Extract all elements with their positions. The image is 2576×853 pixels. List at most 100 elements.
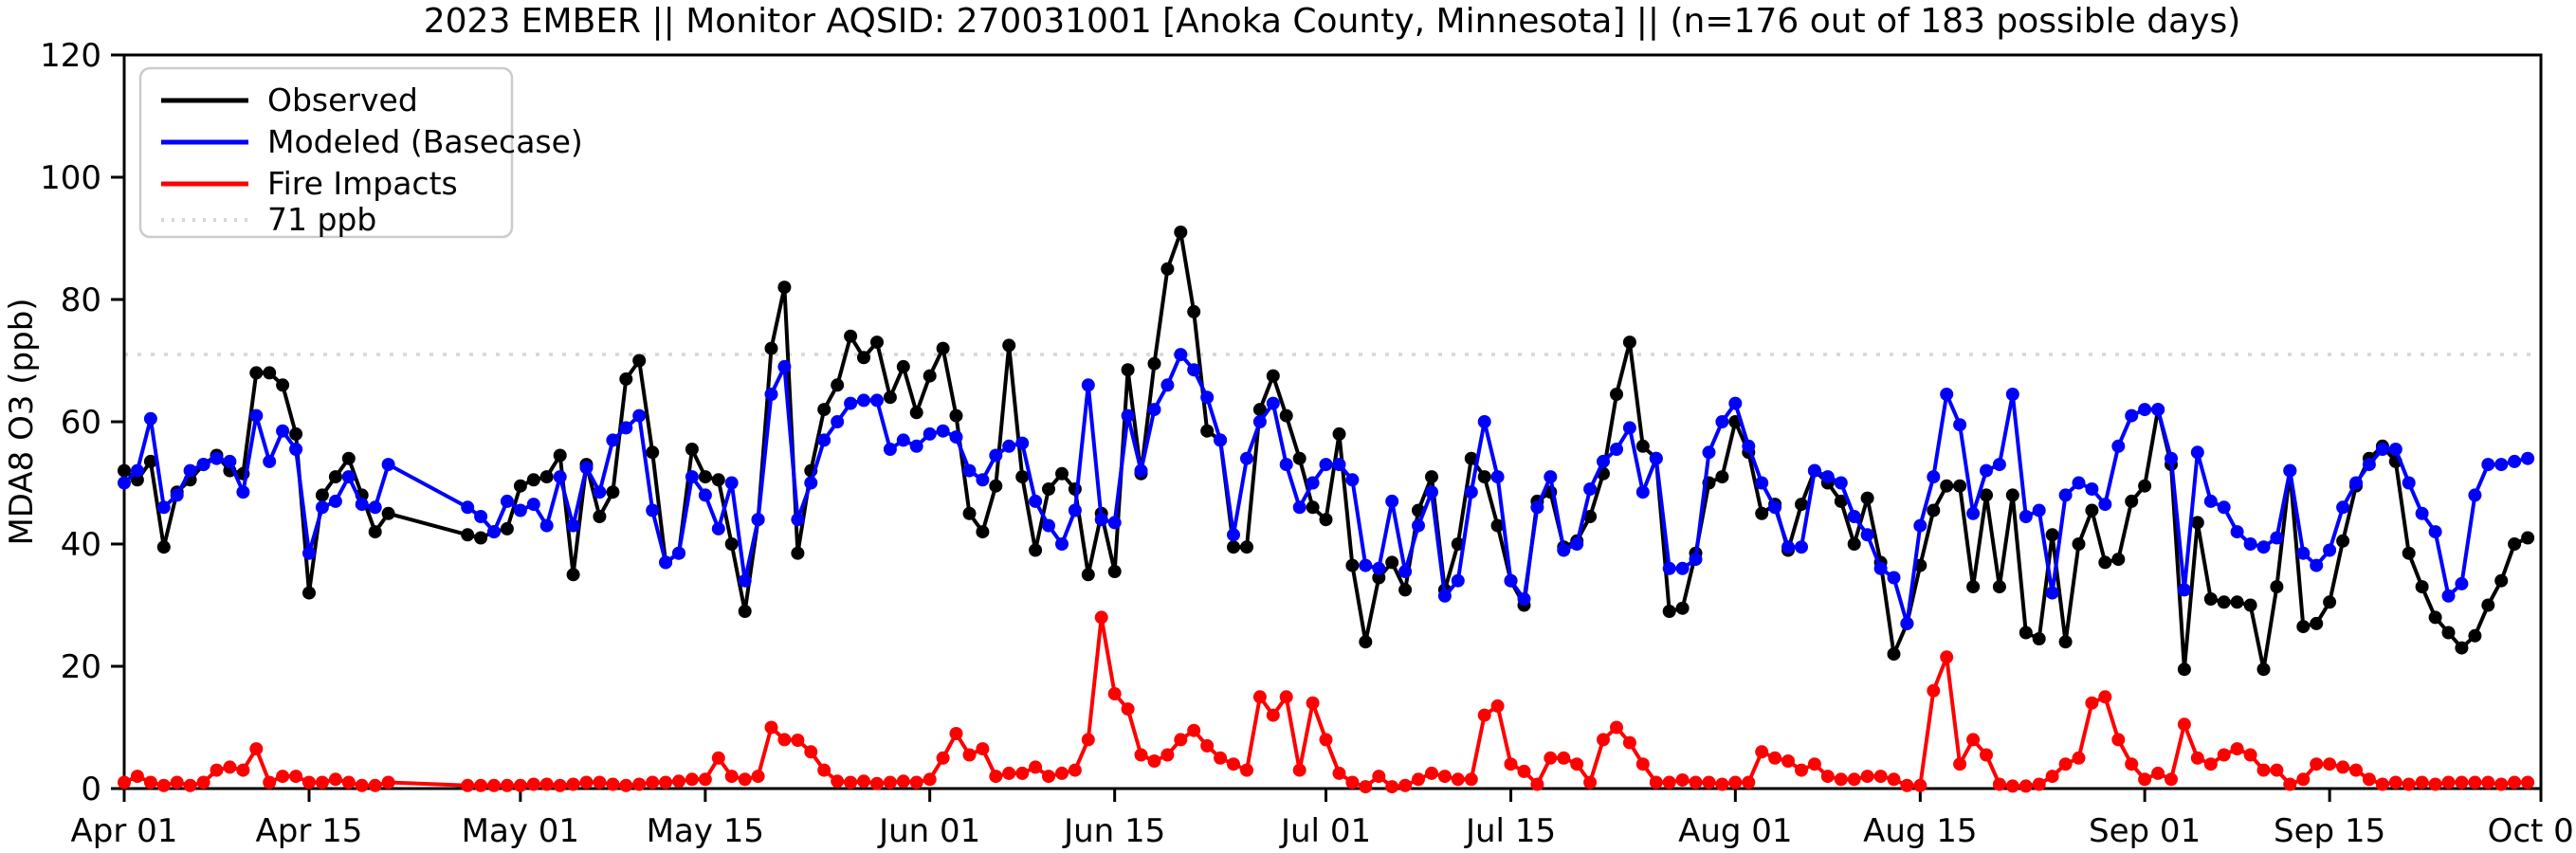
fire-impacts-marker <box>1147 754 1161 768</box>
fire-impacts-marker <box>2310 757 2324 771</box>
observed-marker <box>1187 304 1201 318</box>
observed-marker <box>1345 558 1360 572</box>
modeled-basecase--marker <box>2151 403 2165 417</box>
fire-impacts-marker <box>2217 748 2231 762</box>
modeled-basecase--marker <box>844 396 858 410</box>
fire-impacts-marker <box>1597 733 1610 747</box>
modeled-basecase--marker <box>2481 458 2495 472</box>
fire-impacts-marker <box>210 763 224 777</box>
modeled-basecase--marker <box>1160 378 1175 392</box>
observed-marker <box>1425 470 1438 484</box>
modeled-basecase--marker <box>381 458 395 472</box>
fire-impacts-marker <box>196 775 210 789</box>
fire-impacts-marker <box>1412 772 1425 787</box>
fire-impacts-marker <box>1860 770 1874 784</box>
fire-impacts-marker <box>1200 738 1215 753</box>
modeled-basecase--marker <box>606 433 620 447</box>
fire-impacts-marker <box>1464 772 1478 787</box>
observed-marker <box>566 568 580 582</box>
fire-impacts-marker <box>1252 690 1267 704</box>
fire-impacts-marker <box>1622 735 1636 750</box>
modeled-basecase--marker <box>738 573 752 588</box>
modeled-basecase--marker <box>1147 403 1161 417</box>
modeled-basecase--marker <box>1134 463 1148 478</box>
x-tick-label: May 01 <box>462 812 579 850</box>
fire-impacts-marker <box>249 742 264 756</box>
observed-marker <box>1992 580 2006 594</box>
observed-marker <box>1042 482 1055 496</box>
x-tick-label: Sep 01 <box>2089 812 2201 850</box>
observed-marker <box>2098 555 2112 570</box>
fire-impacts-marker <box>1742 775 1756 789</box>
modeled-basecase--marker <box>2125 408 2139 423</box>
fire-impacts-marker <box>2508 775 2522 789</box>
fire-impacts-marker <box>2111 733 2126 747</box>
modeled-basecase--marker <box>263 454 277 468</box>
legend-item-label: Observed <box>267 82 418 118</box>
fire-impacts-marker <box>130 770 144 784</box>
fire-impacts-marker <box>1900 778 1914 792</box>
fire-impacts-marker <box>2283 777 2297 791</box>
modeled-basecase--marker <box>2494 458 2509 472</box>
modeled-basecase--marker <box>1345 473 1360 487</box>
fire-impacts-marker <box>2468 775 2482 789</box>
modeled-basecase--marker <box>2138 403 2152 417</box>
legend-item-label: 71 ppb <box>267 201 376 238</box>
observed-marker <box>1372 571 1386 585</box>
modeled-basecase--marker <box>1425 485 1438 499</box>
modeled-basecase--marker <box>1755 476 1769 490</box>
modeled-basecase--marker <box>1042 518 1055 533</box>
modeled-basecase--marker <box>831 415 845 428</box>
modeled-basecase--marker <box>2111 439 2126 453</box>
modeled-basecase--marker <box>2256 540 2271 554</box>
y-tick-label: 0 <box>81 771 101 808</box>
observed-marker <box>289 426 303 441</box>
modeled-basecase--marker <box>870 393 884 408</box>
fire-impacts-marker <box>724 770 739 784</box>
observed-marker <box>156 540 171 554</box>
observed-marker <box>276 378 290 392</box>
observed-marker <box>1107 565 1122 578</box>
fire-impacts-marker <box>2349 763 2363 777</box>
fire-impacts-marker <box>738 772 752 787</box>
modeled-basecase--marker <box>2468 488 2482 502</box>
fire-impacts-marker <box>1068 763 1082 777</box>
modeled-basecase--marker <box>1675 561 1690 575</box>
observed-marker <box>632 354 647 368</box>
modeled-basecase--marker <box>1029 494 1043 508</box>
fire-impacts-marker <box>2138 772 2152 787</box>
modeled-basecase--marker <box>1940 388 1954 401</box>
modeled-basecase--marker <box>2428 525 2442 539</box>
modeled-basecase--marker <box>1252 415 1267 428</box>
modeled-basecase--marker <box>1702 445 1716 460</box>
modeled-basecase--marker <box>1464 485 1478 499</box>
observed-marker <box>896 359 910 373</box>
observed-marker <box>2402 546 2416 560</box>
modeled-basecase--marker <box>2508 454 2522 468</box>
fire-impacts-marker <box>2336 760 2350 774</box>
observed-marker <box>791 546 805 560</box>
fire-impacts-marker <box>1675 773 1690 787</box>
modeled-basecase--marker <box>2441 589 2456 603</box>
fire-impacts-marker <box>1425 766 1438 780</box>
modeled-basecase--marker <box>989 448 1003 463</box>
modeled-basecase--marker <box>1214 433 1228 447</box>
x-tick-label: Apr 01 <box>71 812 178 850</box>
modeled-basecase--marker <box>579 461 594 475</box>
observed-marker <box>2005 488 2019 502</box>
modeled-basecase--marker <box>1610 443 1623 456</box>
fire-impacts-marker <box>791 734 805 747</box>
fire-impacts-marker <box>1266 708 1280 722</box>
observed-marker <box>1940 479 1954 493</box>
modeled-basecase--marker <box>156 500 171 515</box>
modeled-basecase--marker <box>685 470 699 484</box>
fire-impacts-marker <box>1781 754 1795 768</box>
x-tick-label: Oct 01 <box>2488 812 2576 850</box>
modeled-basecase--marker <box>1504 573 1518 588</box>
fire-impacts-marker <box>1610 720 1623 735</box>
modeled-basecase--marker <box>183 463 197 478</box>
modeled-basecase--marker <box>1544 470 1558 484</box>
modeled-basecase--marker <box>1768 500 1782 515</box>
observed-marker <box>1847 537 1861 551</box>
modeled-basecase--marker <box>2336 500 2350 515</box>
